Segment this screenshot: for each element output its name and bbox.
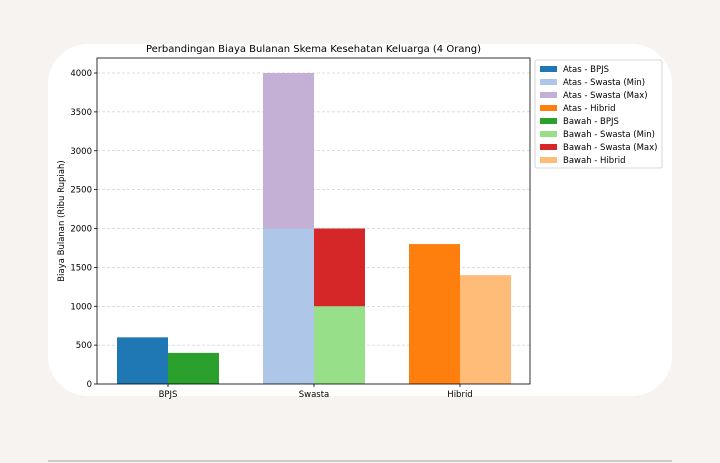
y-tick-label: 1500 xyxy=(70,263,92,273)
legend-label: Atas - BPJS xyxy=(563,65,609,75)
bar xyxy=(263,73,314,229)
legend: Atas - BPJS Atas - Swasta (Min) Atas - Swa… xyxy=(534,59,663,169)
legend-label: Bawah - BPJS xyxy=(563,117,619,127)
y-ticks: 0 500 1000 1500 2000 2500 3000 3500 4000 xyxy=(70,69,97,390)
y-tick-label: 1000 xyxy=(70,302,92,312)
bar xyxy=(314,228,365,307)
bar xyxy=(117,337,168,384)
legend-swatch xyxy=(540,118,557,124)
y-tick-label: 2000 xyxy=(70,225,92,235)
bar xyxy=(409,244,460,384)
legend-label: Atas - Hibrid xyxy=(563,104,616,114)
y-tick-label: 500 xyxy=(76,341,92,351)
y-tick-label: 3000 xyxy=(70,147,92,157)
legend-swatch xyxy=(540,92,557,98)
y-tick-label: 4000 xyxy=(70,69,92,79)
legend-label: Bawah - Hibrid xyxy=(563,156,625,166)
legend-label: Atas - Swasta (Min) xyxy=(563,78,645,88)
y-tick-label: 2500 xyxy=(70,186,92,196)
plot-frame xyxy=(96,57,531,385)
y-tick-label: 0 xyxy=(87,380,92,390)
x-tick-label: BPJS xyxy=(159,390,178,400)
legend-swatch xyxy=(540,79,557,85)
x-tick-label: Swasta xyxy=(299,390,330,400)
legend-box xyxy=(534,59,663,169)
legend-swatch xyxy=(540,131,557,137)
bars xyxy=(117,73,511,384)
legend-swatch xyxy=(540,157,557,163)
legend-swatch xyxy=(540,144,557,150)
chart-title: Perbandingan Biaya Bulanan Skema Kesehat… xyxy=(146,44,481,55)
bar xyxy=(263,228,314,384)
y-tick-label: 3500 xyxy=(70,108,92,118)
bottom-divider xyxy=(48,460,672,462)
x-tick-label: Hibrid xyxy=(447,390,472,400)
legend-label: Atas - Swasta (Max) xyxy=(563,91,648,101)
bar xyxy=(460,275,511,384)
y-axis-label: Biaya Bulanan (Ribu Rupiah) xyxy=(57,160,67,281)
bar xyxy=(168,352,219,384)
bar xyxy=(314,306,365,384)
legend-swatch xyxy=(540,66,557,72)
x-ticks: BPJS Swasta Hibrid xyxy=(159,384,473,400)
legend-label: Bawah - Swasta (Min) xyxy=(563,130,655,140)
legend-label: Bawah - Swasta (Max) xyxy=(563,143,658,153)
legend-swatch xyxy=(540,105,557,111)
